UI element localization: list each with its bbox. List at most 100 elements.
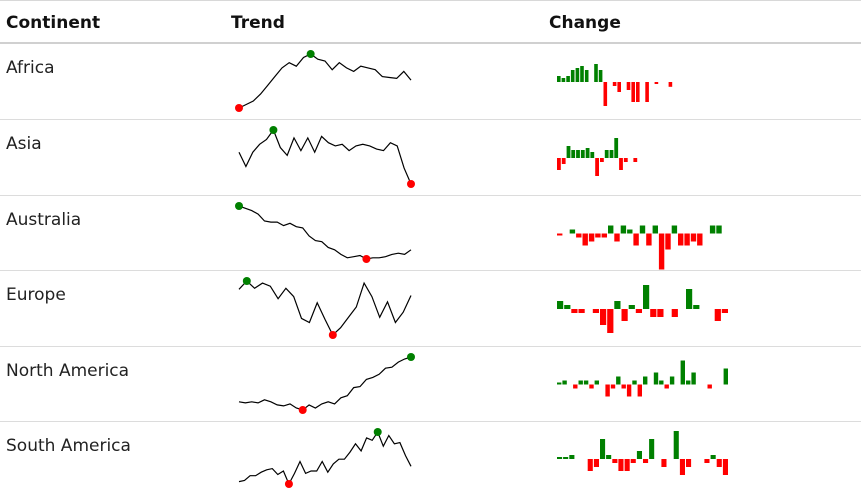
negative-bar	[686, 459, 692, 467]
negative-bar	[635, 309, 642, 313]
negative-bar	[582, 233, 588, 246]
trend-line	[238, 128, 412, 185]
table-row: South America	[0, 422, 861, 496]
positive-bar	[643, 285, 650, 309]
positive-bar	[557, 76, 561, 82]
negative-bar	[561, 158, 566, 164]
trend-line	[238, 356, 412, 411]
negative-bar	[697, 233, 703, 246]
max-marker	[242, 277, 251, 285]
positive-bar	[570, 70, 575, 82]
negative-bar	[610, 384, 616, 389]
positive-bar	[710, 455, 716, 459]
positive-bar	[608, 225, 614, 234]
max-marker	[306, 50, 315, 58]
positive-bar	[673, 431, 679, 459]
negative-bar	[573, 384, 578, 389]
trend-sparkline	[238, 126, 415, 188]
positive-bar	[566, 146, 571, 158]
negative-bar	[588, 233, 595, 242]
positive-bar	[669, 376, 675, 385]
positive-bar	[709, 225, 716, 234]
negative-bar	[630, 459, 636, 463]
min-marker	[298, 406, 307, 414]
negative-bar	[595, 233, 601, 238]
change-bar-chart	[557, 138, 638, 176]
negative-bar	[614, 233, 620, 242]
positive-bar	[691, 372, 696, 385]
negative-bar	[633, 158, 638, 162]
positive-bar	[604, 150, 609, 158]
negative-bar	[619, 158, 623, 170]
change-bar-chart	[557, 285, 728, 333]
header-change[interactable]: Change	[549, 13, 621, 33]
negative-bar	[646, 233, 652, 246]
positive-bar	[562, 380, 567, 385]
negative-bar	[612, 82, 617, 86]
negative-bar	[631, 82, 635, 102]
positive-bar	[620, 225, 627, 234]
negative-bar	[601, 233, 607, 238]
continent-name: Africa	[6, 58, 55, 78]
negative-bar	[557, 158, 561, 170]
positive-bar	[680, 360, 685, 385]
negative-bar	[721, 309, 728, 313]
max-marker	[407, 353, 415, 361]
negative-bar	[557, 233, 563, 236]
negative-bar	[668, 82, 673, 87]
trend-line	[238, 280, 412, 336]
positive-bar	[636, 451, 642, 459]
positive-bar	[653, 372, 659, 385]
negative-bar	[612, 459, 618, 463]
negative-bar	[618, 459, 624, 471]
negative-bar	[595, 158, 599, 176]
continent-name: Europe	[6, 285, 66, 305]
header-continent[interactable]: Continent	[6, 13, 101, 33]
positive-bar	[693, 305, 700, 309]
positive-bar	[583, 380, 589, 385]
negative-bar	[603, 82, 608, 106]
negative-bar	[621, 309, 628, 321]
continent-name: Australia	[6, 210, 82, 230]
negative-bar	[617, 82, 621, 92]
positive-bar	[606, 455, 612, 459]
min-marker	[235, 104, 243, 112]
negative-bar	[657, 309, 664, 317]
negative-bar	[690, 233, 697, 242]
positive-bar	[575, 68, 580, 82]
positive-bar	[614, 138, 619, 158]
negative-bar	[671, 309, 678, 317]
positive-bar	[557, 457, 563, 459]
positive-bar	[614, 301, 621, 309]
max-marker	[269, 126, 278, 134]
negative-bar	[704, 459, 710, 463]
table-row: Asia	[0, 120, 861, 196]
trend-sparkline	[238, 277, 412, 339]
positive-bar	[609, 150, 614, 158]
positive-bar	[584, 70, 589, 82]
trend-sparkline	[235, 202, 412, 263]
positive-bar	[639, 225, 646, 234]
negative-bar	[654, 82, 659, 84]
table-row: Europe	[0, 271, 861, 347]
trend-sparkline	[238, 353, 415, 414]
negative-bar	[633, 233, 639, 246]
header-trend[interactable]: Trend	[231, 13, 285, 33]
negative-bar	[645, 82, 649, 102]
negative-bar	[661, 459, 667, 467]
positive-bar	[590, 152, 595, 158]
negative-bar	[707, 384, 712, 389]
negative-bar	[643, 459, 649, 463]
positive-bar	[566, 76, 570, 82]
negative-bar	[626, 384, 632, 397]
positive-bar	[643, 376, 648, 385]
positive-bar	[557, 301, 564, 309]
positive-bar	[580, 150, 585, 158]
negative-bar	[664, 384, 669, 389]
continent-name: South America	[6, 436, 131, 456]
continent-name: North America	[6, 361, 130, 381]
trend-sparkline	[235, 50, 412, 112]
negative-bar	[589, 384, 594, 389]
negative-bar	[578, 309, 585, 313]
